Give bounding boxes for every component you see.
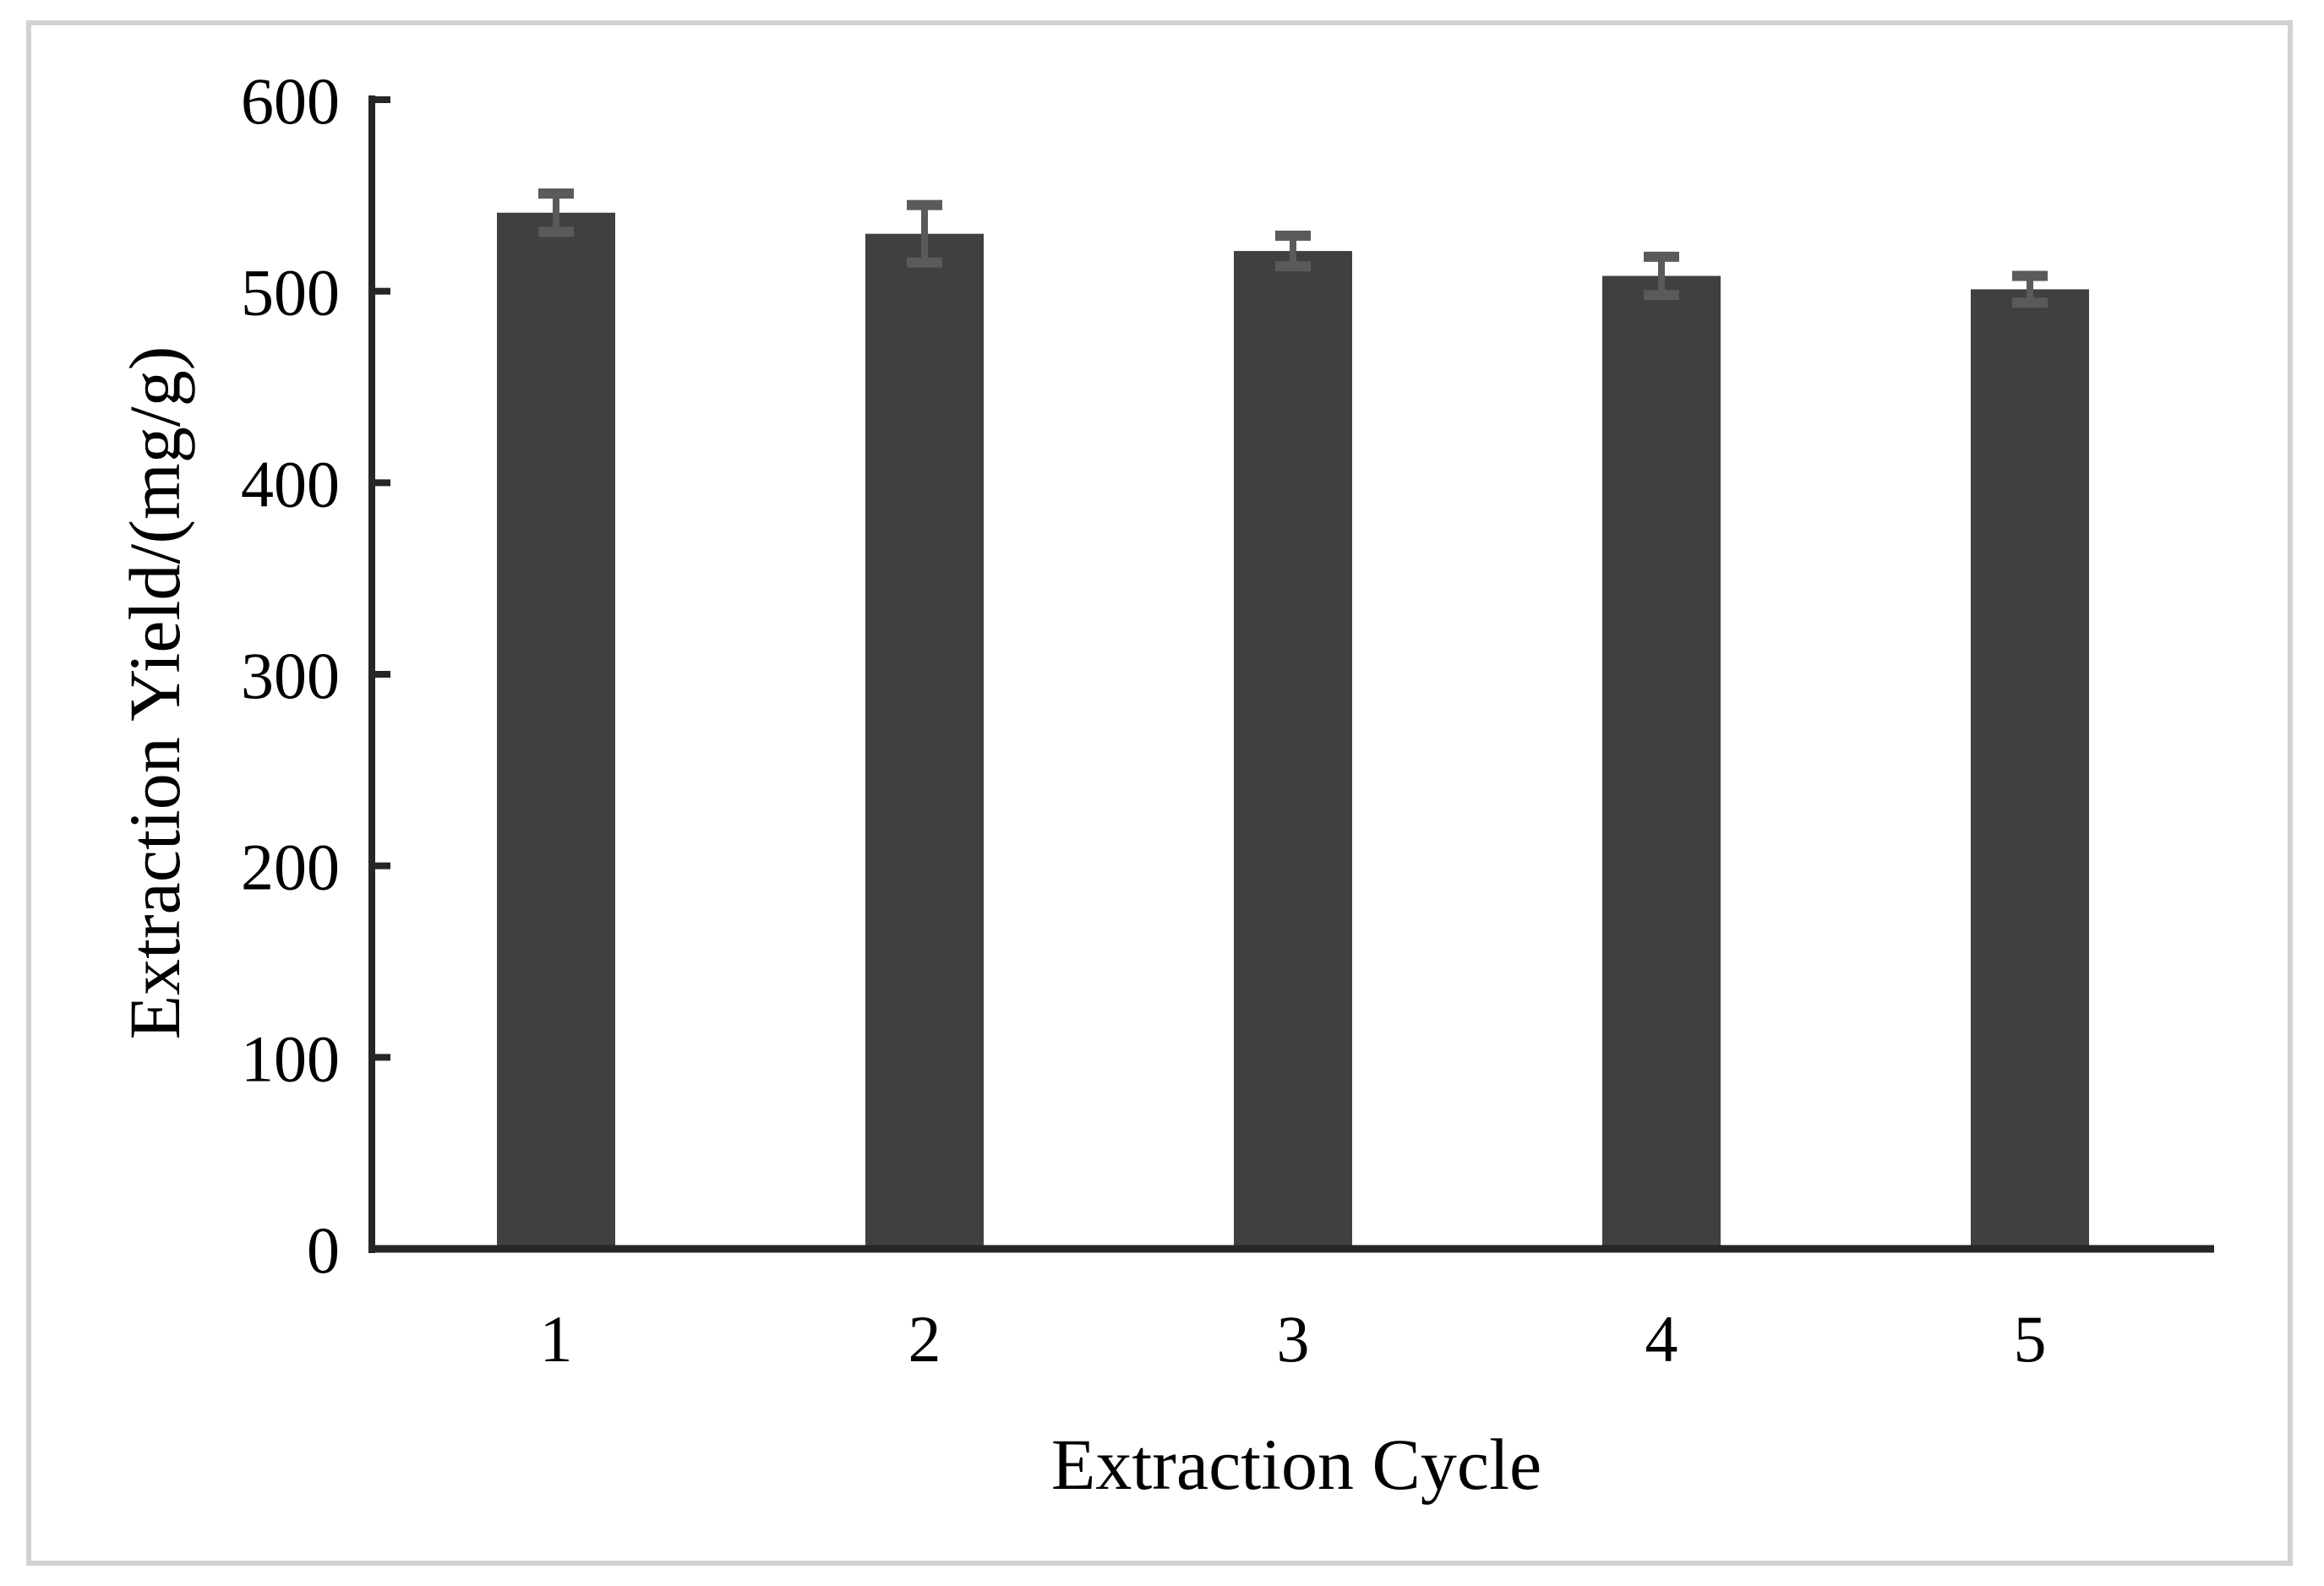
y-tick-label: 200 xyxy=(241,831,340,904)
y-tick-label: 300 xyxy=(241,639,340,712)
x-tick-label: 5 xyxy=(2014,1302,2047,1376)
y-tick-label: 500 xyxy=(241,256,340,330)
error-bar-top-cap xyxy=(1275,230,1311,241)
error-bar-stem xyxy=(1290,235,1296,267)
bar xyxy=(865,233,984,1250)
x-axis-line xyxy=(368,1245,2214,1253)
x-tick-label: 1 xyxy=(540,1302,573,1376)
y-tick xyxy=(372,1245,390,1252)
bar xyxy=(1971,289,2089,1249)
error-bar-top-cap xyxy=(1644,251,1679,262)
error-bar-stem xyxy=(1658,256,1665,296)
y-tick xyxy=(372,1054,390,1061)
error-bar-bottom-cap xyxy=(2012,297,2048,308)
error-bar-stem xyxy=(921,204,928,263)
bar xyxy=(1234,251,1352,1250)
error-bar-bottom-cap xyxy=(538,226,574,237)
error-bar-bottom-cap xyxy=(907,257,942,268)
y-tick xyxy=(372,671,390,678)
y-tick xyxy=(372,96,390,103)
y-tick-label: 0 xyxy=(307,1213,340,1287)
x-axis-title: Extraction Cycle xyxy=(1051,1424,1541,1505)
x-tick-label: 3 xyxy=(1277,1302,1310,1376)
error-bar-stem xyxy=(553,193,559,232)
y-tick xyxy=(372,287,390,295)
y-tick-label: 100 xyxy=(241,1022,340,1095)
plot-area: 0 100 200 300 400 500 600 1 2 3 4 5 xyxy=(241,64,2214,1376)
error-bar-stem xyxy=(2027,275,2033,303)
y-tick xyxy=(372,862,390,869)
error-bar-bottom-cap xyxy=(1644,290,1679,301)
y-tick-label: 400 xyxy=(241,447,340,520)
error-bar-bottom-cap xyxy=(1275,261,1311,272)
y-tick-label: 600 xyxy=(241,64,340,138)
y-axis-title: Extraction Yield/(mg/g) xyxy=(114,346,195,1040)
error-bar-top-cap xyxy=(538,188,574,199)
bar xyxy=(497,212,615,1249)
bar xyxy=(1602,275,1721,1249)
error-bar-top-cap xyxy=(907,199,942,210)
x-tick-label: 2 xyxy=(908,1302,941,1376)
chart-frame xyxy=(26,20,2293,1566)
error-bar-top-cap xyxy=(2012,270,2048,281)
x-tick-label: 4 xyxy=(1645,1302,1678,1376)
y-tick xyxy=(372,479,390,487)
